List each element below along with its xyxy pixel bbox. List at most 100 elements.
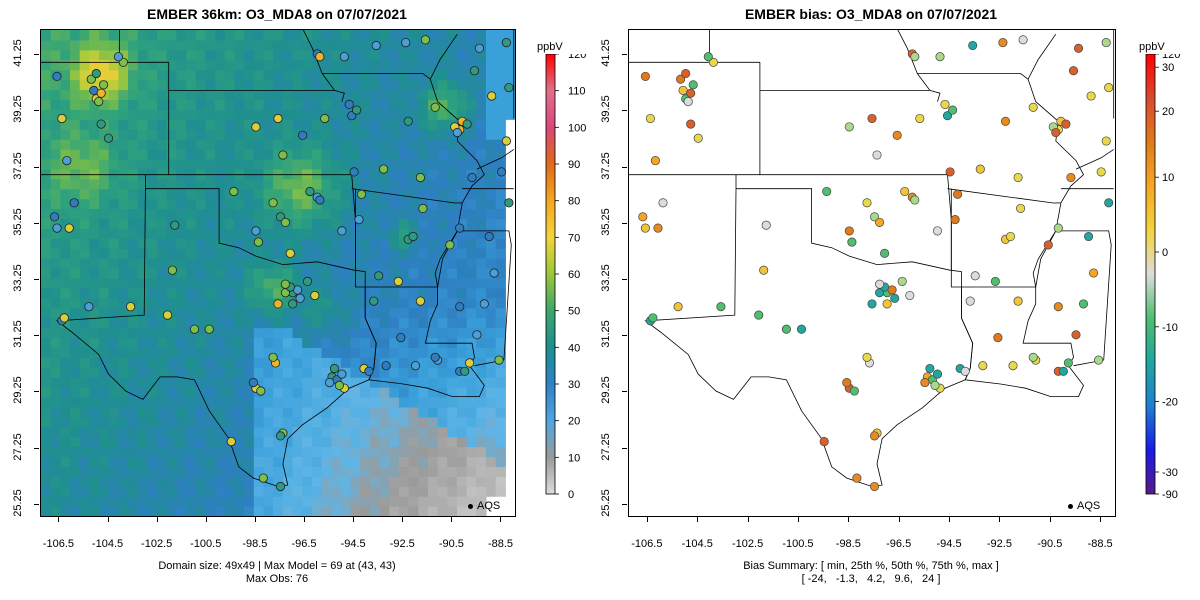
lat-tick-mark <box>622 503 627 505</box>
right-colorbar-label: -10 <box>1162 322 1178 334</box>
bias-station-marker <box>867 113 877 124</box>
bias-station-marker <box>638 212 648 222</box>
bias-station-marker <box>844 226 854 236</box>
bias-station-marker <box>970 271 980 281</box>
lat-tick-mark <box>34 110 39 112</box>
bias-station-marker <box>960 366 970 376</box>
bias-station-marker <box>1028 102 1038 112</box>
state-border <box>897 30 918 74</box>
lon-tick-mark <box>646 517 648 522</box>
lat-tick-mark <box>622 54 627 56</box>
station-marker <box>49 212 60 222</box>
lon-tick-label: -90.5 <box>438 538 464 550</box>
bias-station-marker <box>990 276 1000 286</box>
lon-tick-label: -88.5 <box>1087 538 1113 550</box>
bias-station-marker <box>862 352 872 362</box>
left-legend: AQS <box>468 500 500 512</box>
right-panel-title: EMBER bias: O3_MDA8 on 07/07/2021 <box>744 6 998 22</box>
aqs-marker-icon <box>1068 503 1073 509</box>
lat-tick-label: 39.25 <box>600 95 612 124</box>
state-border <box>437 230 512 367</box>
lon-tick-label: -100.5 <box>190 538 222 550</box>
left-colorbar-label: 70 <box>568 232 580 244</box>
lat-tick-label: 33.25 <box>600 264 612 292</box>
lon-tick-label: -100.5 <box>782 538 814 550</box>
station-marker <box>479 299 489 309</box>
lat-tick-label: 25.25 <box>600 488 612 517</box>
lon-tick-mark <box>797 517 799 522</box>
bias-station-marker <box>844 122 854 132</box>
bias-station-marker <box>890 293 900 303</box>
lat-tick-label: 35.25 <box>12 208 24 236</box>
bias-station-marker <box>1066 172 1076 183</box>
station-marker <box>256 386 266 396</box>
bias-station-marker <box>849 386 859 396</box>
station-marker <box>393 276 403 286</box>
station-marker <box>472 330 482 340</box>
bias-station-marker <box>1061 119 1071 129</box>
left-colorbar-label: 60 <box>568 269 580 281</box>
lon-tick-mark <box>848 517 850 522</box>
state-border <box>429 33 458 80</box>
bias-station-marker <box>1051 127 1061 138</box>
lon-tick-mark <box>999 517 1001 522</box>
station-marker <box>52 223 62 233</box>
station-marker <box>288 299 298 309</box>
station-marker <box>268 198 278 208</box>
right-colorbar-gradient <box>1145 54 1156 495</box>
lat-tick-mark <box>34 279 39 281</box>
lon-tick-mark <box>254 517 256 522</box>
station-marker <box>310 290 320 301</box>
bias-station-marker <box>940 99 950 109</box>
lon-tick-mark <box>304 517 305 522</box>
station-marker <box>226 436 236 447</box>
left-colorbar-label: 40 <box>568 342 580 354</box>
bias-station-marker <box>897 276 907 286</box>
station-marker <box>113 52 124 62</box>
bias-station-marker <box>1104 198 1114 208</box>
station-marker <box>64 223 74 233</box>
station-marker <box>403 116 413 126</box>
lon-tick-label: -90.5 <box>1037 538 1063 550</box>
bias-station-marker <box>640 223 650 233</box>
station-marker <box>349 167 359 177</box>
lat-tick-label: 41.25 <box>600 39 612 68</box>
station-marker <box>86 74 96 84</box>
left-colorbar-label: 20 <box>568 416 580 428</box>
left-colorbar-gradient <box>545 54 556 495</box>
bias-station-marker <box>686 88 696 98</box>
station-marker <box>462 119 472 129</box>
station-marker <box>126 302 136 312</box>
bias-station-marker <box>1071 330 1081 340</box>
lon-tick-mark <box>1049 517 1051 522</box>
bias-station-marker <box>754 310 764 320</box>
station-marker <box>204 324 214 334</box>
station-marker <box>295 293 305 303</box>
lat-tick-mark <box>34 447 39 449</box>
state-border <box>476 149 515 170</box>
station-marker <box>455 223 465 233</box>
lat-tick-label: 37.25 <box>600 151 612 180</box>
lat-tick-label: 25.25 <box>12 488 24 517</box>
right-colorbar-label: 30 <box>1162 62 1174 74</box>
left-colorbar: 0 10 20 30 40 50 60 70 80 90 100 110 120 <box>545 54 586 498</box>
bias-station-marker <box>1101 136 1111 146</box>
lat-tick-mark <box>622 166 627 168</box>
station-marker <box>94 97 104 107</box>
bias-station-marker <box>965 296 975 306</box>
bias-station-marker <box>945 167 955 177</box>
station-marker <box>467 172 477 183</box>
bias-station-marker <box>867 299 877 309</box>
bias-station-marker <box>686 119 696 129</box>
station-marker <box>96 88 106 98</box>
bias-station-marker <box>1101 38 1111 48</box>
station-marker <box>415 172 425 183</box>
lon-tick-label: -92.5 <box>389 538 415 550</box>
bias-station-marker <box>796 324 807 334</box>
lon-tick-mark <box>451 517 453 522</box>
left-colorbar-label: 50 <box>568 306 580 318</box>
state-border <box>364 287 485 397</box>
bias-station-marker <box>1016 203 1026 213</box>
station-marker <box>474 43 484 53</box>
